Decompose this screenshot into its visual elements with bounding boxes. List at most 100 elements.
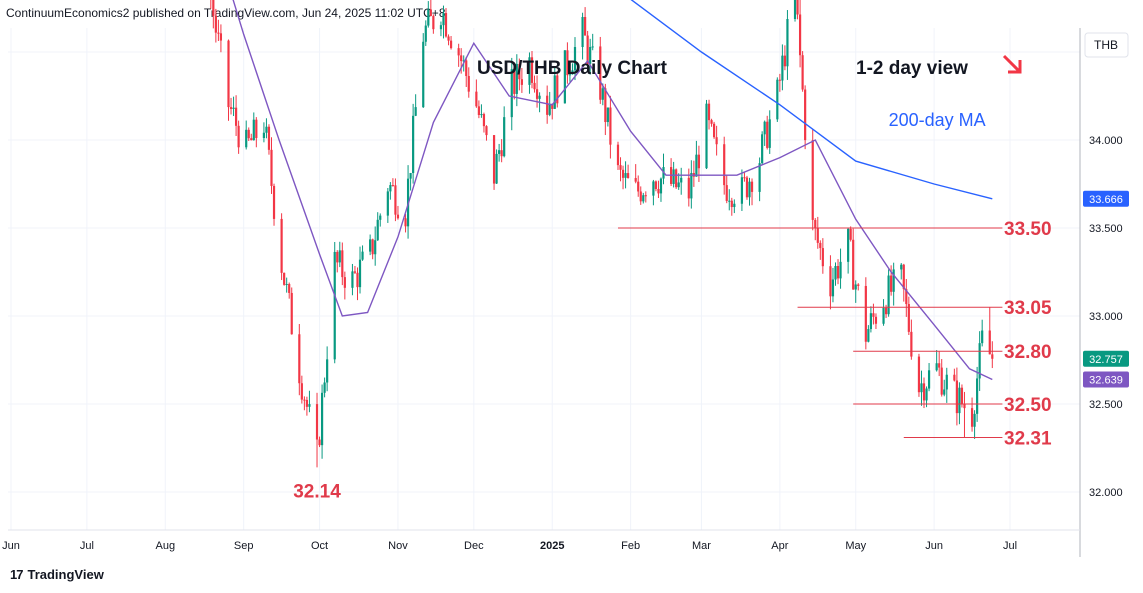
candle-body <box>449 40 453 49</box>
candle-body <box>465 60 468 76</box>
chart-grid <box>8 28 1080 530</box>
candle-body <box>361 251 364 260</box>
candle <box>887 269 890 317</box>
candle-body <box>245 129 248 148</box>
y-tick-label: 34.000 <box>1089 135 1123 147</box>
candle <box>283 272 286 286</box>
candle-body <box>389 185 392 192</box>
candle-body <box>247 129 250 139</box>
candle <box>318 436 321 448</box>
candle <box>991 341 994 369</box>
candle <box>566 42 569 84</box>
candle-body <box>404 218 407 227</box>
candle-body <box>707 103 711 121</box>
candle <box>796 0 799 20</box>
candle-body <box>768 119 771 148</box>
candle <box>500 139 503 163</box>
candle-body <box>642 195 645 202</box>
candle-body <box>654 181 658 189</box>
candle-body <box>715 137 718 145</box>
candle-body <box>687 177 690 199</box>
candle <box>917 353 921 397</box>
candle-body <box>920 383 923 393</box>
candle <box>766 115 769 150</box>
y-tick-label: 33.000 <box>1089 311 1123 323</box>
candle <box>589 38 592 75</box>
candle <box>695 140 698 177</box>
candle <box>245 120 248 150</box>
candle-body <box>214 15 217 33</box>
candle <box>232 96 235 117</box>
candle <box>447 34 450 46</box>
candle <box>518 58 521 91</box>
candle-body <box>639 191 642 202</box>
candle-body <box>624 173 627 178</box>
candle <box>690 160 693 209</box>
candle <box>730 197 733 216</box>
candle-body <box>563 50 566 104</box>
candle-body <box>439 25 443 30</box>
level-label: 33.05 <box>1004 298 1052 319</box>
candle-body <box>520 79 523 85</box>
candle-body <box>546 95 549 115</box>
candle <box>662 153 665 185</box>
candle-body <box>424 25 427 42</box>
candle <box>520 68 523 93</box>
candle-body <box>270 149 273 186</box>
candle-body <box>300 383 303 400</box>
candle-body <box>981 330 984 344</box>
candle <box>379 213 382 227</box>
candle <box>750 178 754 206</box>
candle-body <box>498 150 501 154</box>
candle <box>768 110 771 154</box>
candle <box>376 212 379 241</box>
candle <box>358 246 362 294</box>
candle-body <box>609 107 612 145</box>
x-tick-label: Dec <box>464 540 484 552</box>
candle <box>864 277 867 350</box>
candle-body <box>528 57 531 85</box>
candle <box>801 51 804 92</box>
candle-body <box>872 313 875 317</box>
tradingview-logo[interactable]: 17 TradingView <box>10 567 104 582</box>
ma200-series <box>630 0 993 200</box>
level-label: 32.31 <box>1004 428 1052 449</box>
tradingview-logo-icon: 17 <box>10 567 24 582</box>
candle <box>867 325 870 343</box>
candle-body <box>280 218 283 273</box>
candle <box>940 359 943 397</box>
candle-body <box>427 9 430 26</box>
candle <box>290 287 293 335</box>
candle <box>586 30 589 71</box>
candle <box>725 174 728 204</box>
candle-body <box>412 115 415 174</box>
candle-body <box>963 404 966 409</box>
candle-body <box>318 439 321 446</box>
candle <box>267 124 271 155</box>
candle <box>272 183 276 226</box>
candle-body <box>227 40 230 108</box>
candle <box>900 263 903 280</box>
candle <box>821 238 824 274</box>
candle <box>854 280 857 303</box>
candle-body <box>723 144 726 186</box>
candle <box>963 391 966 438</box>
candle <box>606 107 609 127</box>
candle <box>227 39 230 121</box>
candle-body <box>535 89 539 99</box>
candle-body <box>303 399 306 401</box>
candle <box>778 73 781 92</box>
x-tick-label: Jul <box>1003 540 1017 552</box>
candle <box>619 157 622 182</box>
candle-body <box>973 413 976 427</box>
candle <box>429 0 432 17</box>
candle-body <box>811 140 814 220</box>
candle <box>551 103 554 120</box>
candle <box>333 241 336 364</box>
candle-body <box>748 181 751 198</box>
candle <box>414 94 417 117</box>
candle <box>654 180 658 192</box>
